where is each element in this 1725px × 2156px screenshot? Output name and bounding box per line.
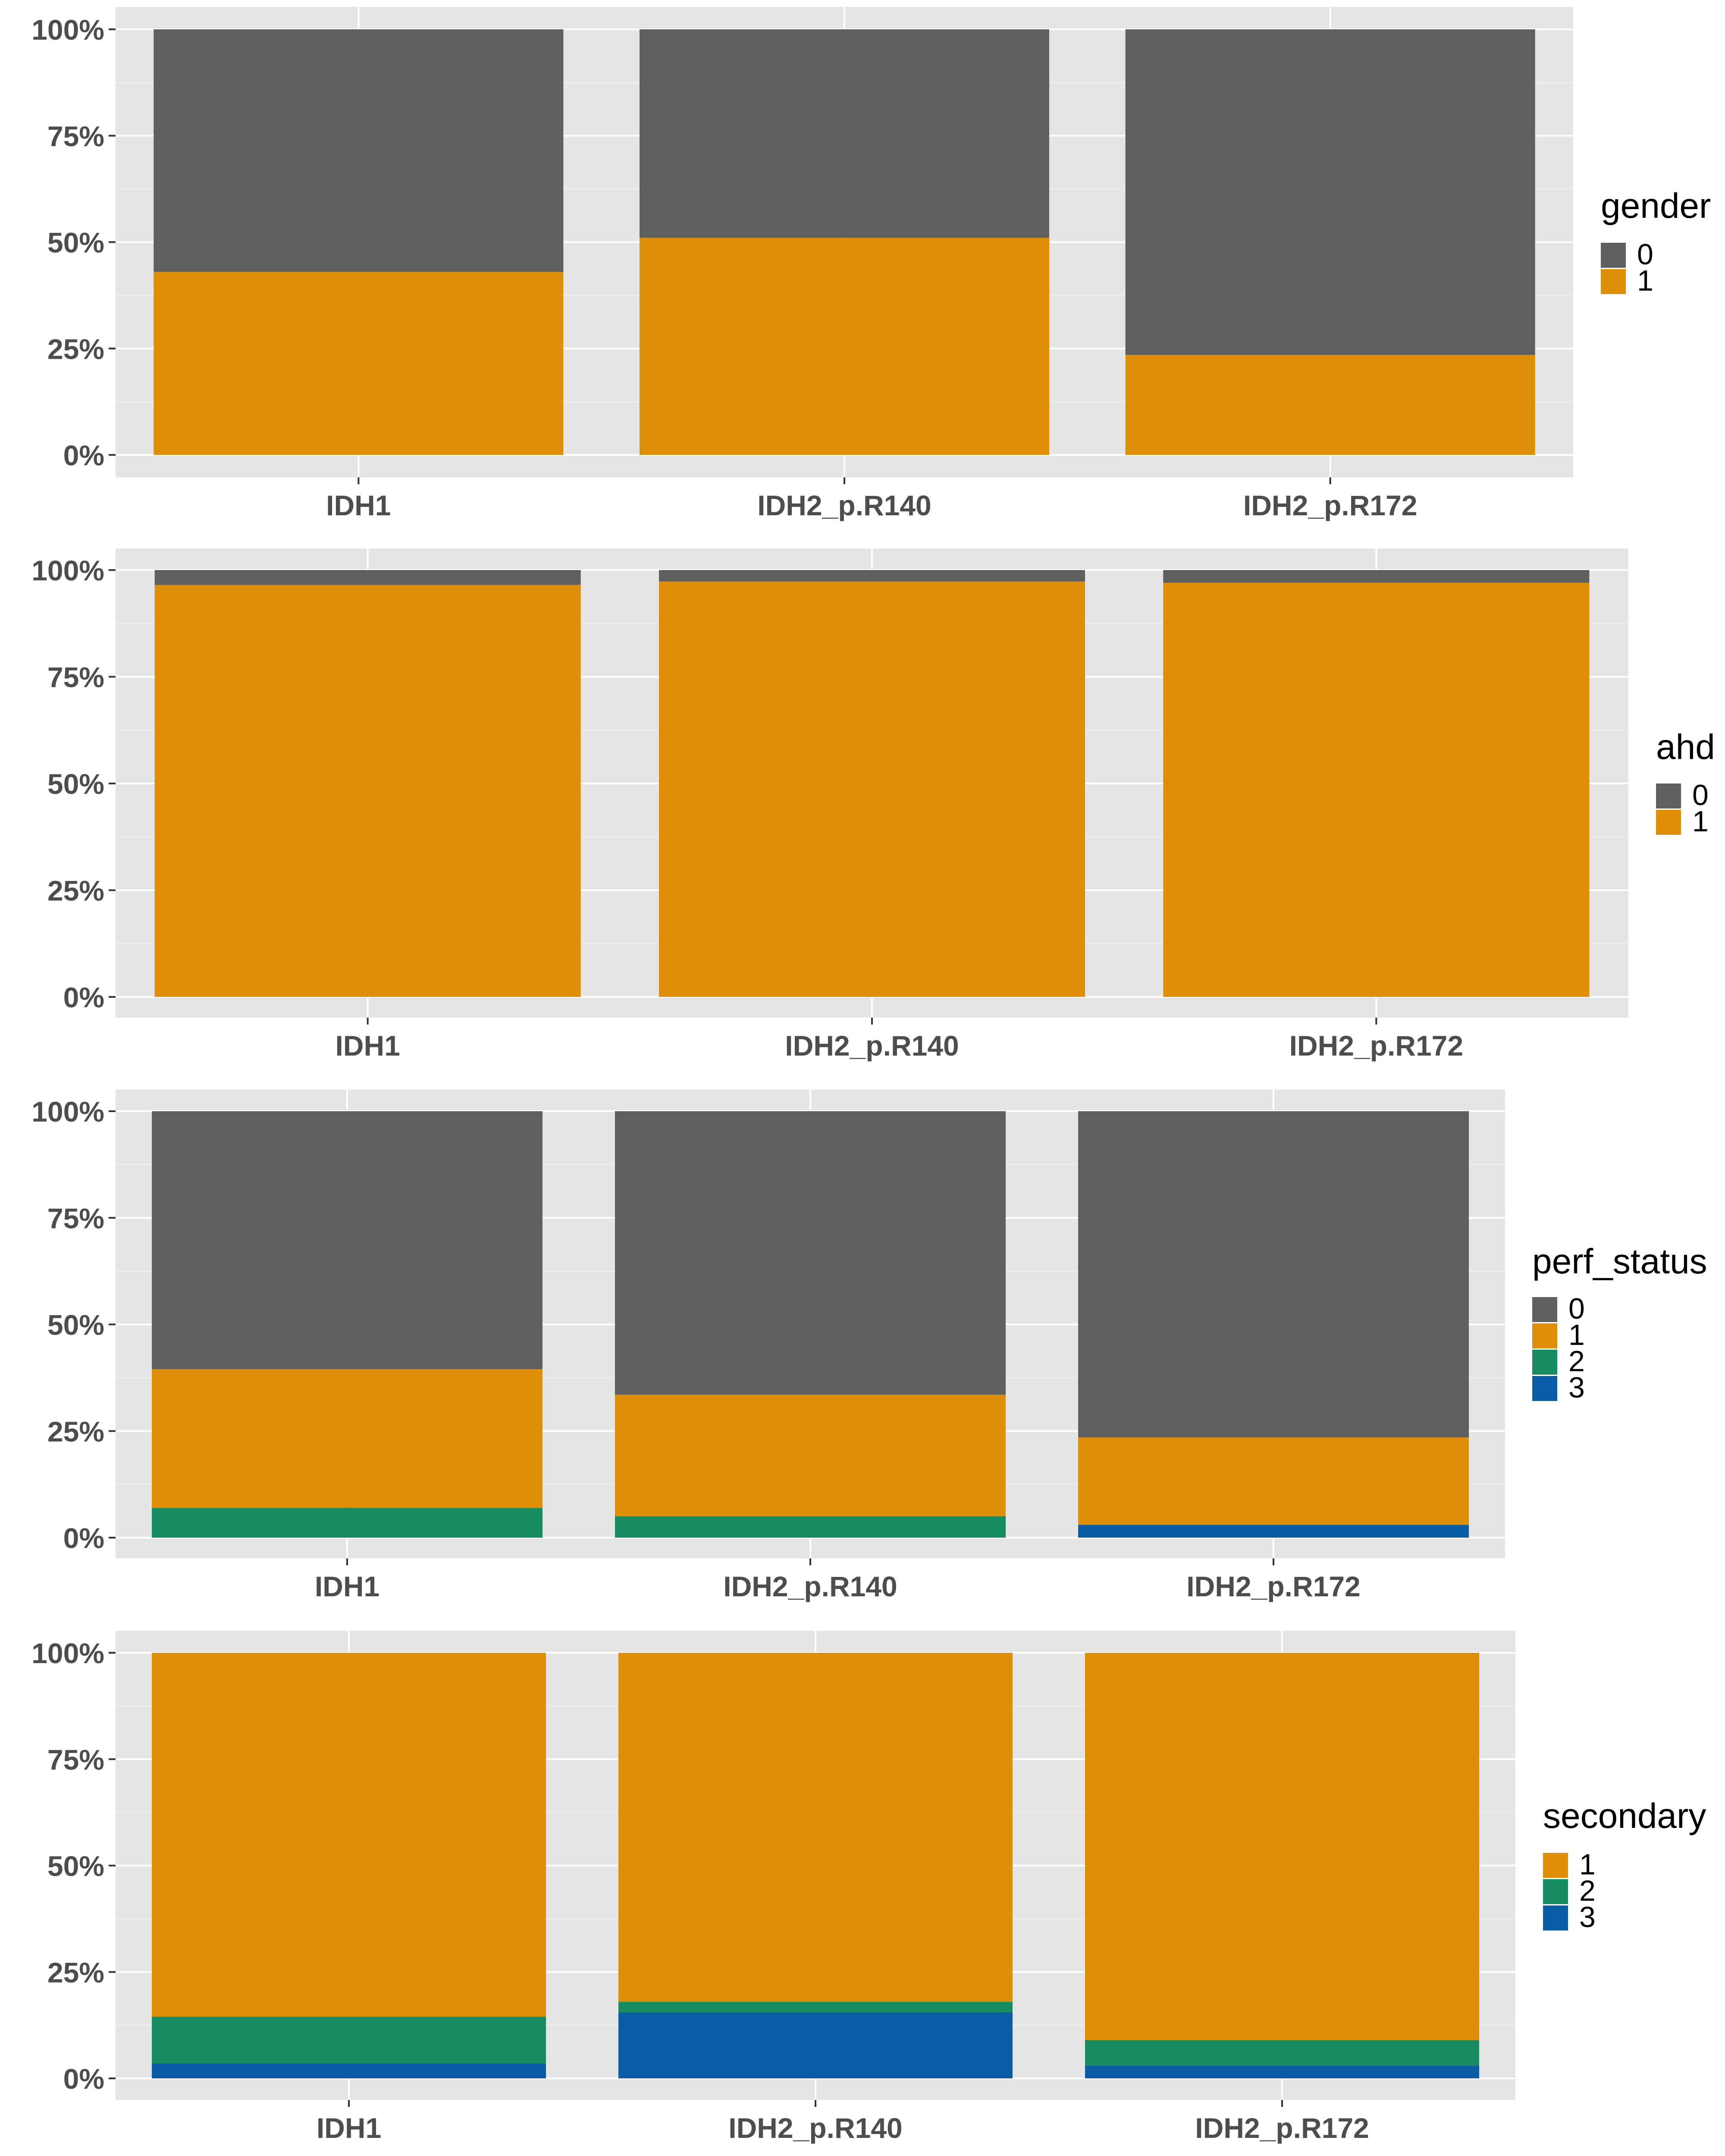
- x-tick-label-idh2-p-r172: IDH2_p.R172: [1195, 2112, 1369, 2144]
- y-tick-label: 0%: [63, 1522, 104, 1554]
- y-tick-label: 25%: [47, 1956, 104, 1988]
- legend-title: secondary: [1543, 1796, 1706, 1836]
- bar-segment-idh1-level-0: [154, 29, 564, 272]
- chart-panel-gender: 0% 25% 50% 75% 100% IDH1 IDH2_p.R140 IDH2_p.R17…: [31, 7, 1711, 521]
- bar-segment-idh2-p-r172-level-0: [1125, 29, 1535, 355]
- y-tick-label: 100%: [31, 1096, 104, 1128]
- legend-label-0: 0: [1568, 1292, 1585, 1325]
- bar-segment-idh2-p-r140-level-1: [640, 238, 1049, 455]
- legend-key-3: [1543, 1905, 1568, 1930]
- legend-title: gender: [1601, 186, 1711, 226]
- bar-segment-idh1-level-1: [154, 272, 564, 455]
- bar-segment-idh2-p-r172-level-0: [1078, 1111, 1469, 1438]
- legend-label-2: 2: [1579, 1874, 1596, 1907]
- x-tick-label-idh2-p-r172: IDH2_p.R172: [1243, 489, 1418, 521]
- legend-label-3: 3: [1568, 1371, 1585, 1404]
- legend-label-1: 1: [1692, 805, 1709, 838]
- bar-segment-idh2-p-r140-level-0: [615, 1111, 1006, 1395]
- x-tick-label-idh1: IDH1: [317, 2112, 381, 2144]
- y-tick-label: 50%: [47, 1850, 104, 1882]
- y-tick-label: 25%: [47, 875, 104, 907]
- bar-segment-idh1-level-1: [152, 1653, 546, 2017]
- y-tick-label: 0%: [63, 2063, 104, 2095]
- y-tick-label: 75%: [47, 120, 104, 152]
- legend-label-3: 3: [1579, 1901, 1596, 1934]
- legend-key-2: [1543, 1879, 1568, 1904]
- y-tick-label: 100%: [31, 14, 104, 46]
- x-tick-label-idh1: IDH1: [335, 1030, 400, 1062]
- bar-segment-idh2-p-r140-level-3: [618, 2012, 1013, 2078]
- y-tick-label: 75%: [47, 1202, 104, 1234]
- x-tick-label-idh1: IDH1: [315, 1570, 380, 1602]
- x-tick-label-idh2-p-r140: IDH2_p.R140: [728, 2112, 903, 2144]
- legend-title: ahd: [1656, 727, 1715, 767]
- legend-label-1: 1: [1637, 264, 1653, 297]
- legend-key-1: [1532, 1323, 1557, 1348]
- legend-key-2: [1532, 1350, 1557, 1375]
- bar-segment-idh2-p-r172-level-3: [1085, 2065, 1479, 2078]
- legend-key-0: [1656, 783, 1681, 808]
- bar-segment-idh1-level-1: [154, 585, 581, 997]
- legend-label-0: 0: [1637, 238, 1653, 271]
- y-tick-label: 0%: [63, 981, 104, 1013]
- chart-panel-secondary: 0% 25% 50% 75% 100% IDH1 IDH2_p.R140 IDH2_p.R17…: [31, 1631, 1706, 2144]
- bar-segment-idh2-p-r140-level-2: [618, 2002, 1013, 2013]
- bar-segment-idh2-p-r172-level-1: [1125, 355, 1535, 455]
- legend-key-0: [1601, 243, 1626, 268]
- legend-key-1: [1543, 1853, 1568, 1878]
- bar-segment-idh1-level-0: [152, 1111, 543, 1369]
- bar-segment-idh2-p-r172-level-1: [1078, 1437, 1469, 1525]
- bar-segment-idh2-p-r140-level-2: [615, 1516, 1006, 1538]
- legend-label-1: 1: [1579, 1848, 1596, 1881]
- x-tick-label-idh2-p-r172: IDH2_p.R172: [1186, 1570, 1361, 1602]
- y-tick-label: 50%: [47, 1309, 104, 1341]
- bar-segment-idh1-level-0: [154, 570, 581, 585]
- y-tick-label: 25%: [47, 333, 104, 365]
- bar-segment-idh2-p-r172-level-1: [1163, 583, 1590, 997]
- bar-segment-idh2-p-r140-level-1: [659, 581, 1085, 997]
- bar-segment-idh2-p-r172-level-1: [1085, 1653, 1479, 2040]
- legend-label-2: 2: [1568, 1345, 1585, 1378]
- legend-title: perf_status: [1532, 1242, 1707, 1281]
- legend-key-0: [1532, 1297, 1557, 1322]
- bar-segment-idh1-level-2: [152, 1507, 543, 1538]
- legend-label-0: 0: [1692, 779, 1709, 812]
- bar-segment-idh2-p-r140-level-1: [615, 1395, 1006, 1517]
- y-tick-label: 50%: [47, 768, 104, 800]
- y-tick-label: 75%: [47, 1744, 104, 1776]
- bar-segment-idh2-p-r140-level-0: [640, 29, 1049, 238]
- chart-panel-perf-status: 0% 25% 50% 75% 100% IDH1 IDH2_p.R140 IDH2_p.R17…: [31, 1090, 1707, 1602]
- bar-segment-idh2-p-r172-level-0: [1163, 570, 1590, 583]
- legend-label-1: 1: [1568, 1319, 1585, 1351]
- x-tick-label-idh2-p-r140: IDH2_p.R140: [757, 489, 932, 521]
- bar-segment-idh1-level-1: [152, 1369, 543, 1508]
- y-tick-label: 50%: [47, 227, 104, 259]
- x-tick-label-idh2-p-r172: IDH2_p.R172: [1289, 1030, 1464, 1062]
- legend-key-1: [1601, 269, 1626, 294]
- bar-segment-idh1-level-3: [152, 2063, 546, 2078]
- x-tick-label-idh2-p-r140: IDH2_p.R140: [723, 1570, 897, 1602]
- bar-segment-idh2-p-r140-level-0: [659, 570, 1085, 582]
- y-tick-label: 100%: [31, 1637, 104, 1669]
- bar-segment-idh1-level-2: [152, 2016, 546, 2064]
- chart-panel-ahd: 0% 25% 50% 75% 100% IDH1 IDH2_p.R140 IDH2_p.R17…: [31, 548, 1715, 1062]
- y-tick-label: 75%: [47, 661, 104, 693]
- bar-segment-idh2-p-r172-level-2: [1085, 2040, 1479, 2066]
- y-tick-label: 0%: [63, 439, 104, 471]
- y-tick-label: 100%: [31, 555, 104, 586]
- legend-key-1: [1656, 810, 1681, 835]
- bar-segment-idh2-p-r172-level-3: [1078, 1525, 1469, 1538]
- bar-segment-idh2-p-r140-level-1: [618, 1653, 1013, 2002]
- legend-key-3: [1532, 1376, 1557, 1401]
- x-tick-label-idh1: IDH1: [326, 489, 391, 521]
- y-tick-label: 25%: [47, 1416, 104, 1448]
- x-tick-label-idh2-p-r140: IDH2_p.R140: [785, 1030, 959, 1062]
